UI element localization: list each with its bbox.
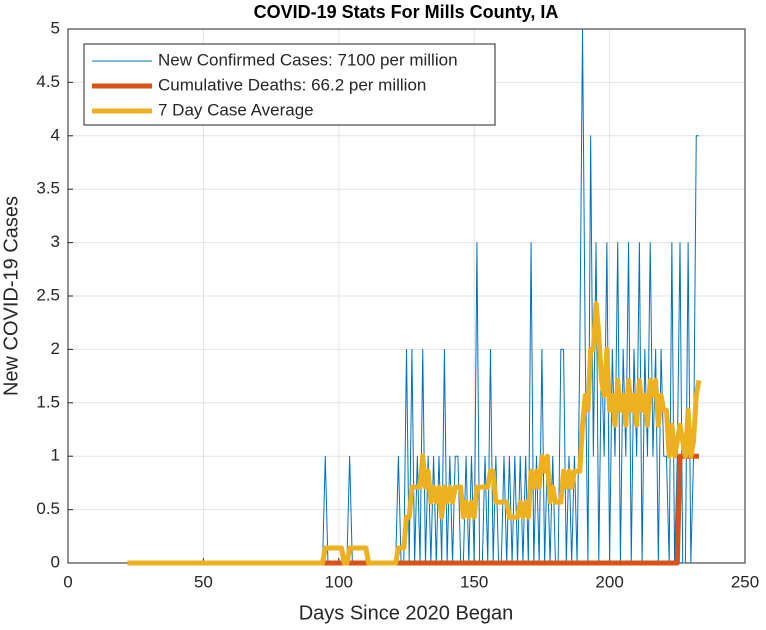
y-tick-label: 2.5 — [36, 285, 60, 304]
y-tick-label: 4.5 — [36, 72, 60, 91]
x-tick-label: 0 — [63, 572, 72, 591]
chart-title: COVID-19 Stats For Mills County, IA — [254, 2, 559, 22]
y-tick-label: 3.5 — [36, 179, 60, 198]
y-tick-label: 0 — [51, 552, 60, 571]
y-tick-label: 1 — [51, 446, 60, 465]
legend-label: 7 Day Case Average — [158, 100, 314, 119]
y-tick-label: 0.5 — [36, 499, 60, 518]
x-tick-label: 50 — [194, 572, 213, 591]
x-tick-label: 200 — [595, 572, 623, 591]
y-tick-label: 3 — [51, 232, 60, 251]
y-tick-label: 5 — [51, 18, 60, 37]
legend-label: New Confirmed Cases: 7100 per million — [158, 50, 458, 69]
x-tick-label: 250 — [731, 572, 759, 591]
y-tick-label: 4 — [51, 125, 60, 144]
x-tick-label: 150 — [460, 572, 488, 591]
x-tick-label: 100 — [325, 572, 353, 591]
series-line — [127, 300, 702, 566]
x-axis-label: Days Since 2020 Began — [299, 602, 514, 624]
y-tick-label: 1.5 — [36, 392, 60, 411]
y-tick-label: 2 — [51, 339, 60, 358]
legend-box — [83, 43, 496, 126]
y-axis-label: New COVID-19 Cases — [0, 196, 22, 396]
legend-label: Cumulative Deaths: 66.2 per million — [158, 75, 426, 94]
